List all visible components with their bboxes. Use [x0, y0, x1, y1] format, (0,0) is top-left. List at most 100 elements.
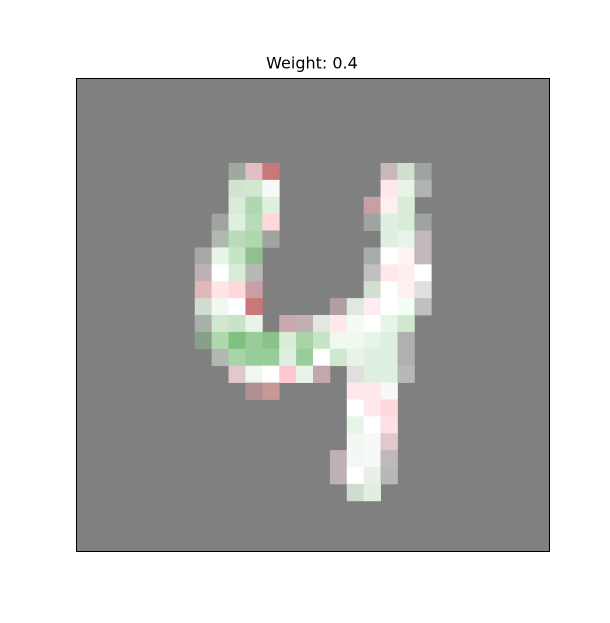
- pixel: [329, 298, 348, 316]
- pixel: [380, 365, 398, 383]
- pixel: [397, 196, 415, 215]
- pixel: [245, 298, 263, 316]
- pixel: [380, 281, 398, 299]
- pixel: [397, 213, 415, 231]
- pixel: [397, 331, 415, 350]
- pixel: [363, 365, 381, 383]
- pixel: [346, 348, 365, 367]
- pixel: [211, 331, 229, 350]
- pixel: [279, 348, 297, 367]
- pixel: [245, 348, 263, 367]
- pixel: [313, 315, 331, 333]
- pixel: [363, 247, 381, 265]
- pixel: [380, 467, 398, 485]
- pixel: [380, 162, 398, 181]
- pixel: [245, 213, 263, 231]
- pixel: [346, 433, 365, 451]
- pixel: [262, 196, 280, 215]
- pixel: [329, 467, 348, 485]
- pixel: [245, 162, 263, 181]
- pixel: [346, 399, 365, 417]
- pixel: [380, 179, 398, 198]
- pixel: [228, 281, 246, 299]
- pixel: [228, 162, 246, 181]
- pixel: [414, 179, 432, 198]
- pixel: [245, 264, 263, 282]
- pixel: [245, 331, 263, 350]
- pixel: [194, 331, 213, 350]
- pixel: [346, 365, 365, 383]
- pixel: [228, 348, 246, 367]
- pixel: [397, 162, 415, 181]
- pixel: [329, 331, 348, 350]
- pixel: [262, 179, 280, 198]
- pixel: [211, 315, 229, 333]
- pixel: [262, 331, 280, 350]
- pixel: [414, 230, 432, 248]
- pixel: [414, 281, 432, 299]
- pixel: [380, 433, 398, 451]
- pixel: [228, 247, 246, 265]
- pixel: [211, 213, 229, 231]
- pixel: [380, 315, 398, 333]
- pixel: [346, 315, 365, 333]
- pixel: [211, 298, 229, 316]
- pixel: [211, 264, 229, 282]
- pixel: [194, 281, 213, 299]
- axes-frame: [76, 78, 550, 552]
- pixel: [380, 382, 398, 400]
- pixel: [211, 247, 229, 265]
- pixel: [296, 315, 314, 333]
- pixel: [211, 230, 229, 248]
- pixel: [397, 315, 415, 333]
- chart-title: Weight: 0.4: [266, 54, 358, 73]
- pixel: [194, 298, 213, 316]
- pixel: [380, 213, 398, 231]
- pixel: [397, 247, 415, 265]
- pixel: [363, 298, 381, 316]
- pixel: [194, 247, 213, 265]
- pixel: [380, 196, 398, 215]
- pixel: [194, 264, 213, 282]
- pixel: [414, 247, 432, 265]
- pixel: [245, 247, 263, 265]
- pixel: [363, 196, 381, 215]
- pixel: [363, 467, 381, 485]
- pixel: [380, 450, 398, 468]
- pixel: [397, 264, 415, 282]
- pixel: [313, 348, 331, 367]
- pixel: [397, 179, 415, 198]
- pixel: [414, 213, 432, 231]
- pixel: [262, 230, 280, 248]
- pixel: [228, 179, 246, 198]
- pixel: [245, 315, 263, 333]
- pixel: [363, 382, 381, 400]
- pixel: [346, 298, 365, 316]
- pixel: [380, 399, 398, 417]
- pixel: [380, 298, 398, 316]
- pixel: [262, 365, 280, 383]
- pixel: [228, 365, 246, 383]
- pixel: [414, 162, 432, 181]
- pixel: [363, 399, 381, 417]
- pixel: [380, 331, 398, 350]
- pixel: [228, 331, 246, 350]
- pixel: [363, 483, 381, 502]
- pixel: [211, 348, 229, 367]
- pixel: [296, 331, 314, 350]
- pixel: [313, 331, 331, 350]
- pixel: [279, 315, 297, 333]
- pixel: [262, 213, 280, 231]
- pixel: [228, 298, 246, 316]
- pixel: [279, 365, 297, 383]
- pixel: [262, 348, 280, 367]
- pixel: [363, 213, 381, 231]
- pixel: [363, 281, 381, 299]
- pixel: [346, 483, 365, 502]
- pixel: [363, 315, 381, 333]
- pixel: [228, 315, 246, 333]
- pixel: [397, 348, 415, 367]
- pixel: [245, 281, 263, 299]
